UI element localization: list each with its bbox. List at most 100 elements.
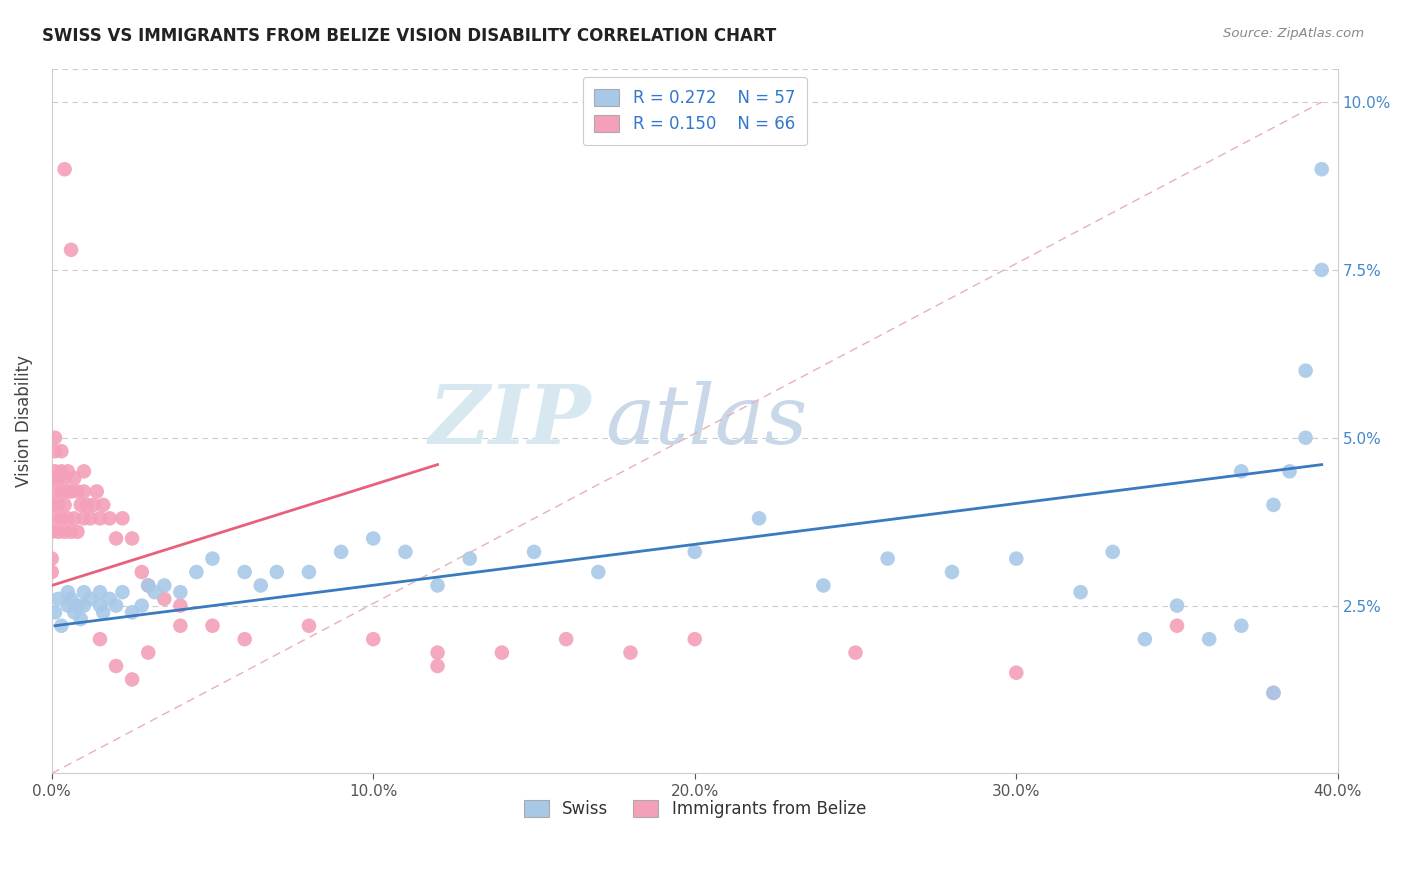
Point [233, 632, 256, 647]
Point [169, 599, 191, 613]
Point [683, 545, 706, 559]
Point [1005, 551, 1028, 566]
Point [73, 464, 96, 478]
Point [83, 498, 105, 512]
Point [201, 551, 224, 566]
Point [66, 524, 89, 539]
Text: ZIP: ZIP [429, 381, 592, 461]
Point [121, 673, 143, 687]
Point [111, 585, 134, 599]
Point [69, 498, 91, 512]
Point [89, 599, 111, 613]
Point [169, 585, 191, 599]
Point [53, 162, 76, 177]
Point [86, 484, 108, 499]
Point [89, 585, 111, 599]
Point [330, 545, 353, 559]
Point [91, 605, 114, 619]
Point [426, 646, 449, 660]
Point [683, 632, 706, 647]
Point [46, 471, 69, 485]
Point [748, 511, 770, 525]
Point [1133, 632, 1156, 647]
Point [458, 551, 481, 566]
Point [143, 585, 166, 599]
Text: atlas: atlas [605, 381, 807, 461]
Point [394, 545, 416, 559]
Point [41, 565, 63, 579]
Point [153, 578, 176, 592]
Point [76, 498, 98, 512]
Point [1295, 363, 1317, 377]
Point [1070, 585, 1092, 599]
Point [79, 591, 101, 606]
Point [63, 605, 86, 619]
Point [491, 646, 513, 660]
Point [51, 444, 73, 458]
Point [588, 565, 610, 579]
Point [41, 471, 63, 485]
Point [298, 565, 321, 579]
Text: Source: ZipAtlas.com: Source: ZipAtlas.com [1223, 27, 1364, 40]
Point [813, 578, 835, 592]
Point [1198, 632, 1220, 647]
Point [51, 511, 73, 525]
Legend: Swiss, Immigrants from Belize: Swiss, Immigrants from Belize [517, 794, 873, 825]
Point [1263, 686, 1285, 700]
Point [60, 484, 83, 499]
Point [73, 599, 96, 613]
Point [73, 484, 96, 499]
Point [46, 591, 69, 606]
Point [121, 605, 143, 619]
Point [426, 578, 449, 592]
Point [361, 632, 384, 647]
Point [426, 659, 449, 673]
Point [41, 498, 63, 512]
Point [44, 464, 66, 478]
Point [136, 578, 159, 592]
Point [1230, 464, 1253, 478]
Point [51, 464, 73, 478]
Point [66, 599, 89, 613]
Point [56, 511, 79, 525]
Point [844, 646, 866, 660]
Point [73, 585, 96, 599]
Point [89, 632, 111, 647]
Point [69, 612, 91, 626]
Point [105, 659, 128, 673]
Point [169, 618, 191, 632]
Point [60, 591, 83, 606]
Point [41, 551, 63, 566]
Point [131, 599, 153, 613]
Point [44, 444, 66, 458]
Point [1310, 263, 1333, 277]
Point [153, 591, 176, 606]
Point [298, 618, 321, 632]
Point [56, 585, 79, 599]
Point [361, 532, 384, 546]
Point [63, 511, 86, 525]
Point [1101, 545, 1123, 559]
Point [98, 511, 121, 525]
Point [60, 243, 83, 257]
Point [121, 532, 143, 546]
Point [46, 498, 69, 512]
Point [73, 511, 96, 525]
Point [186, 565, 208, 579]
Point [53, 498, 76, 512]
Point [233, 565, 256, 579]
Point [249, 578, 271, 592]
Point [136, 646, 159, 660]
Point [56, 599, 79, 613]
Point [53, 471, 76, 485]
Point [44, 484, 66, 499]
Point [53, 524, 76, 539]
Point [523, 545, 546, 559]
Point [41, 524, 63, 539]
Point [555, 632, 578, 647]
Point [51, 484, 73, 499]
Point [98, 591, 121, 606]
Text: SWISS VS IMMIGRANTS FROM BELIZE VISION DISABILITY CORRELATION CHART: SWISS VS IMMIGRANTS FROM BELIZE VISION D… [42, 27, 776, 45]
Point [56, 484, 79, 499]
Point [1005, 665, 1028, 680]
